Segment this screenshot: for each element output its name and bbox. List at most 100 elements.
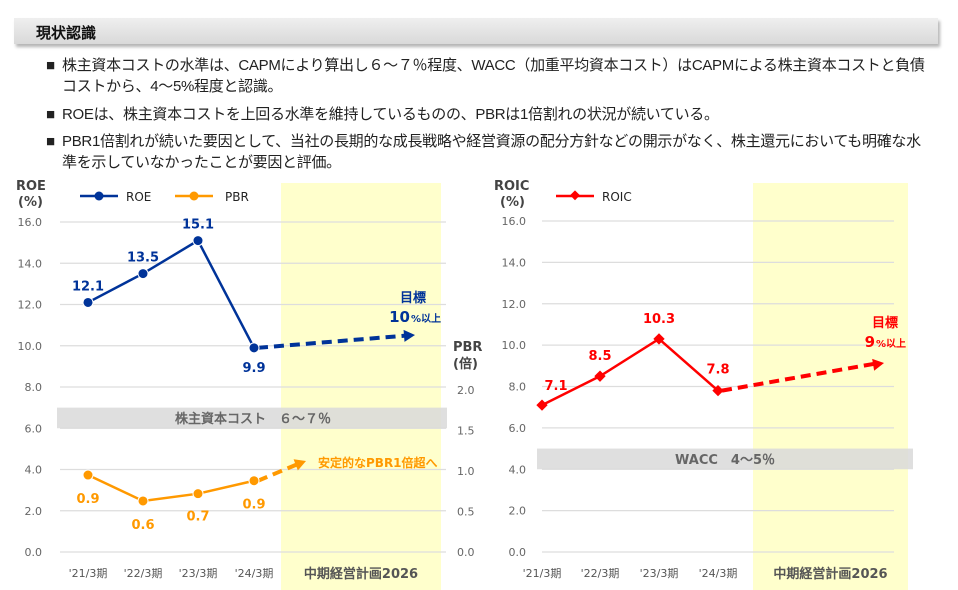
legend-pbr-label: PBR — [225, 190, 249, 204]
y-tick-label: 12.0 — [502, 298, 527, 311]
plan-label: 中期経営計画2026 — [304, 566, 418, 582]
pbr-annotation: 安定的なPBR1倍超へ — [318, 455, 438, 470]
x-tick-label: '22/3期 — [581, 567, 620, 580]
section-title: 現状認識 — [36, 24, 97, 42]
cost-band-label: 株主資本コスト ６～７％ — [175, 411, 331, 427]
x-tick-label: '23/3期 — [179, 567, 218, 580]
bullet-marker: ■ — [46, 133, 55, 150]
data-label: 0.9 — [242, 498, 265, 513]
y2-tick-label: 1.0 — [457, 465, 475, 478]
y-tick-label: 10.0 — [18, 340, 43, 353]
bullet-text: ROEは、株主資本コストを上回る水準を維持しているものの、PBRは1倍割れの状況… — [62, 106, 719, 123]
x-tick-label: '21/3期 — [69, 567, 108, 580]
target-title: 目標 — [872, 315, 898, 331]
data-label: 9.9 — [242, 361, 265, 376]
bullet-marker: ■ — [46, 57, 55, 74]
y-tick-label: 14.0 — [18, 257, 43, 270]
data-point — [594, 370, 606, 382]
legend-roe-marker — [94, 191, 104, 201]
target-arrowhead — [293, 459, 306, 471]
cost-band-label: WACC 4～5％ — [675, 453, 775, 468]
data-label: 0.6 — [131, 518, 154, 533]
data-point — [653, 333, 665, 345]
target-suffix: %以上 — [411, 312, 441, 325]
y2-tick-label: 0.5 — [457, 506, 475, 519]
bullet-text: 株主資本コストの水準は、CAPMにより算出し６～７％程度、WACC（加重平均資本… — [62, 57, 925, 95]
y-tick-label: 16.0 — [18, 216, 43, 229]
target-arrowhead — [403, 329, 415, 342]
data-point — [82, 296, 94, 308]
plan-label: 中期経営計画2026 — [773, 566, 887, 582]
target-arrowhead — [872, 358, 884, 371]
y-tick-label: 2.0 — [509, 505, 527, 518]
y-axis-unit: (%) — [500, 195, 525, 210]
data-point — [82, 469, 94, 481]
y-tick-label: 0.0 — [25, 546, 43, 559]
x-tick-label: '24/3期 — [235, 567, 274, 580]
y-tick-label: 8.0 — [509, 381, 527, 394]
data-point — [248, 475, 260, 487]
cost-band — [537, 448, 913, 470]
bullet-marker: ■ — [46, 106, 55, 123]
data-label: 7.8 — [706, 363, 729, 378]
x-tick-label: '21/3期 — [523, 567, 562, 580]
y2-axis-unit: (倍) — [453, 356, 478, 372]
data-point — [137, 268, 149, 280]
data-label: 7.1 — [544, 379, 567, 394]
legend-roic-marker — [570, 190, 580, 201]
bullet-2: ■ ROEは、株主資本コストを上回る水準を維持しているものの、PBRは1倍割れの状… — [46, 104, 926, 125]
data-point — [137, 495, 149, 507]
data-label: 8.5 — [588, 349, 611, 364]
y-axis-title: ROE — [16, 179, 46, 194]
y-axis-title: ROIC — [494, 179, 529, 194]
x-tick-label: '24/3期 — [699, 567, 738, 580]
y-tick-label: 16.0 — [502, 215, 527, 228]
data-label: 0.9 — [76, 492, 99, 507]
cost-band — [57, 407, 447, 429]
target-trend-line — [257, 333, 408, 350]
bullet-3: ■ PBR1倍割れが続いた要因として、当社の長期的な成長戦略や経営資源の配分方針な… — [46, 131, 926, 173]
y-tick-label: 0.0 — [509, 546, 527, 559]
y-tick-label: 8.0 — [25, 381, 43, 394]
data-label: 12.1 — [72, 279, 104, 294]
data-point — [192, 488, 204, 500]
legend-roic-label: ROIC — [602, 190, 632, 204]
data-label: 13.5 — [127, 251, 159, 266]
y-tick-label: 6.0 — [509, 422, 527, 435]
data-point — [536, 399, 548, 411]
data-label: 0.7 — [186, 510, 209, 525]
y-tick-label: 14.0 — [502, 256, 527, 269]
x-tick-label: '22/3期 — [124, 567, 163, 580]
x-tick-label: '23/3期 — [640, 567, 679, 580]
y-tick-label: 4.0 — [509, 463, 527, 476]
y2-tick-label: 1.5 — [457, 425, 475, 438]
y-tick-label: 10.0 — [502, 339, 527, 352]
target-trend-line — [721, 361, 877, 393]
y-tick-label: 2.0 — [25, 505, 43, 518]
data-label: 15.1 — [182, 218, 214, 233]
series-line-roic — [541, 337, 719, 407]
bullet-text: PBR1倍割れが続いた要因として、当社の長期的な成長戦略や経営資源の配分方針など… — [62, 133, 921, 171]
target-trend-line — [257, 462, 299, 483]
y-tick-label: 6.0 — [25, 422, 43, 435]
series-line-roe — [87, 238, 256, 349]
bullet-1: ■ 株主資本コストの水準は、CAPMにより算出し６～７％程度、WACC（加重平均資… — [46, 55, 926, 97]
legend-roe-label: ROE — [126, 190, 151, 204]
target-value: 10 — [389, 308, 410, 326]
y-axis-unit: (%) — [18, 195, 43, 210]
y-tick-label: 12.0 — [18, 299, 43, 312]
data-point — [248, 342, 260, 354]
data-point — [712, 384, 724, 397]
y-tick-label: 4.0 — [25, 464, 43, 477]
series-line-pbr — [87, 473, 255, 503]
y2-tick-label: 2.0 — [457, 384, 475, 397]
data-label: 10.3 — [643, 312, 675, 327]
data-point — [192, 235, 204, 247]
target-value: 9 — [865, 333, 875, 351]
y2-axis-title: PBR — [453, 340, 482, 355]
legend-pbr-marker — [189, 191, 199, 201]
y2-tick-label: 0.0 — [457, 546, 475, 559]
section-header: 現状認識 — [14, 18, 938, 44]
target-title: 目標 — [400, 290, 426, 306]
